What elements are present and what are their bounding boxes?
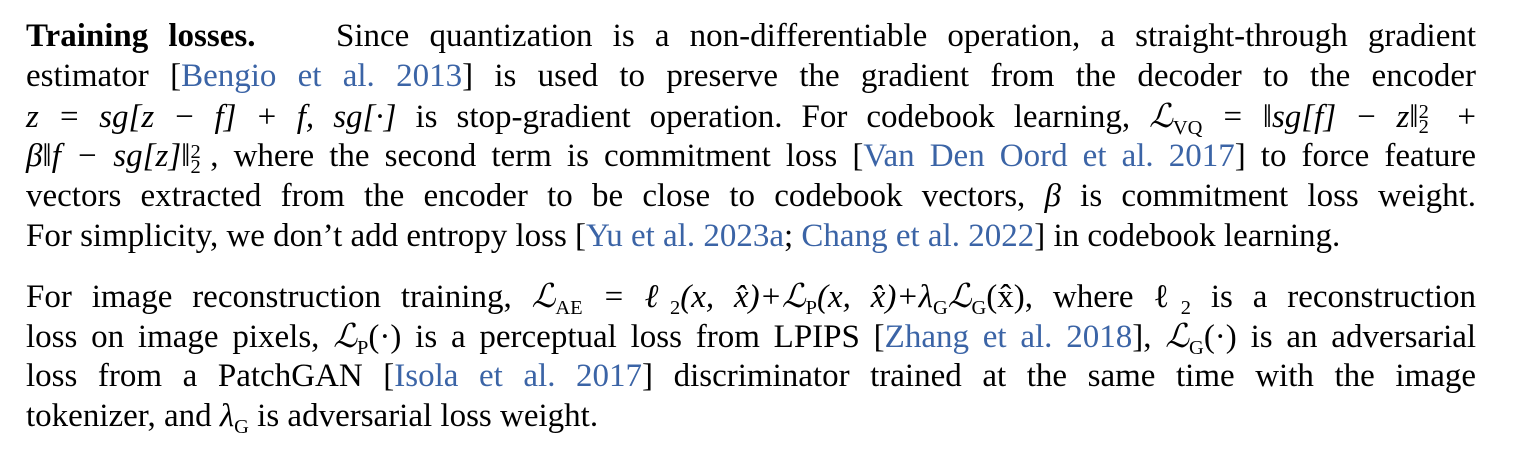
math-sub: G <box>1189 337 1204 360</box>
p1-line-6: For simplicity, we don’t add entropy los… <box>26 216 1476 256</box>
math-sub: P <box>805 297 818 320</box>
p1-line-4: β‖f − sg[z]‖ 2 2, where the second term is… <box>26 136 1476 178</box>
p2-text: tokenizer, and <box>26 398 212 434</box>
math-inline: ℒ <box>1165 316 1190 355</box>
p1-text: is stop-gradient operation. For codebook… <box>415 99 1131 135</box>
math-inline: z = sg[z − f] + f, sg[·] <box>26 99 397 135</box>
p2-text: is adversarial loss weight. <box>257 398 599 434</box>
citation-link[interactable]: Yu et al. 2023a <box>586 218 784 254</box>
math-sub: 2 <box>1180 297 1192 320</box>
math-inline: β‖f − sg[z]‖ <box>26 138 191 174</box>
p1-line-2: estimator [Bengio et al. 2013] is used t… <box>26 56 1476 96</box>
math-sub: P <box>357 337 369 360</box>
citation-link[interactable]: Zhang et al. 2018 <box>884 319 1133 355</box>
citation-link[interactable]: Isola et al. 2017 <box>394 358 643 394</box>
p1-line-5: vectors extracted from the encoder to be… <box>26 176 1476 216</box>
math-sub: G <box>971 297 987 320</box>
p2-text: For image reconstruction training, <box>26 279 512 315</box>
section-heading: Training losses. <box>26 18 256 54</box>
math-inline: + <box>1457 99 1477 135</box>
p1-text: vectors extracted from the encoder to be… <box>26 178 1026 214</box>
math-sub: G <box>234 416 249 439</box>
p2-text: is a reconstruction <box>1210 279 1477 315</box>
p1-text: ] to force feature <box>1234 138 1476 174</box>
p2-text: loss on image pixels, <box>26 319 320 355</box>
citation-link[interactable]: Van Den Oord et al. 2017 <box>863 138 1235 174</box>
math-sub: 2 <box>1418 115 1429 138</box>
p1-text: For simplicity, we don’t add entropy los… <box>26 218 587 254</box>
p2-text: is a perceptual loss from LPIPS [ <box>415 319 885 355</box>
math-inline: (·) <box>368 319 402 355</box>
p1-line-3: z = sg[z − f] + f, sg[·] is stop-gradien… <box>26 96 1477 140</box>
math-sub: 2 <box>190 155 201 178</box>
p1-text: ] in codebook learning. <box>1034 218 1341 254</box>
citation-link[interactable]: Chang et al. 2022 <box>801 218 1035 254</box>
math-inline: ℒ <box>333 316 358 355</box>
math-inline: ℒ <box>1149 96 1173 135</box>
math-sup: 2 <box>190 141 201 164</box>
math-sub: AE <box>555 297 583 320</box>
p2-text: ] discriminator trained at the same time… <box>642 358 1476 394</box>
math-sub: 2 <box>670 297 681 320</box>
math-inline: (x, x̂)+ℒ <box>680 279 806 315</box>
math-inline: (·) <box>1203 319 1237 355</box>
p2-line-4: tokenizer, and λG is adversarial loss we… <box>26 396 1476 439</box>
math-sub: G <box>932 297 948 320</box>
math-inline: ℒ <box>531 276 556 315</box>
math-inline: λ <box>219 398 235 434</box>
math-inline: = ℓ <box>602 279 671 315</box>
p2-line-2: loss on image pixels, ℒP(·) is a percept… <box>26 316 1477 360</box>
p1-line-1: Training losses. Since quantization is a… <box>26 16 1476 56</box>
p2-line-3: loss from a PatchGAN [Isola et al. 2017]… <box>26 356 1476 396</box>
p1-text: is commitment loss weight. <box>1080 178 1477 214</box>
citation-link[interactable]: Bengio et al. 2013 <box>181 58 463 94</box>
p2-line-1: For image reconstruction training, ℒAE =… <box>26 276 1477 320</box>
math-inline: (x̂), where ℓ <box>986 279 1181 315</box>
p2-text: loss from a PatchGAN [ <box>26 358 395 394</box>
p2-text: is an adversarial <box>1250 319 1477 355</box>
math-inline: = ‖sg[f] − z‖ <box>1221 99 1419 135</box>
math-sup: 2 <box>1418 101 1429 124</box>
math-inline: β <box>1044 178 1061 214</box>
p1-text: ; <box>784 218 802 254</box>
p1-text: estimator [ <box>26 58 182 94</box>
p2-text: ], <box>1132 319 1152 355</box>
math-inline: (x, x̂)+λ <box>817 279 933 315</box>
p1-text: ] is used to preserve the gradient from … <box>462 58 1476 94</box>
math-sub: VQ <box>1172 117 1203 140</box>
math-inline: ℒ <box>947 276 972 315</box>
p1-text: , where the second term is commitment lo… <box>210 138 864 174</box>
p1-text: Since quantization is a non-differentiab… <box>336 18 1477 54</box>
